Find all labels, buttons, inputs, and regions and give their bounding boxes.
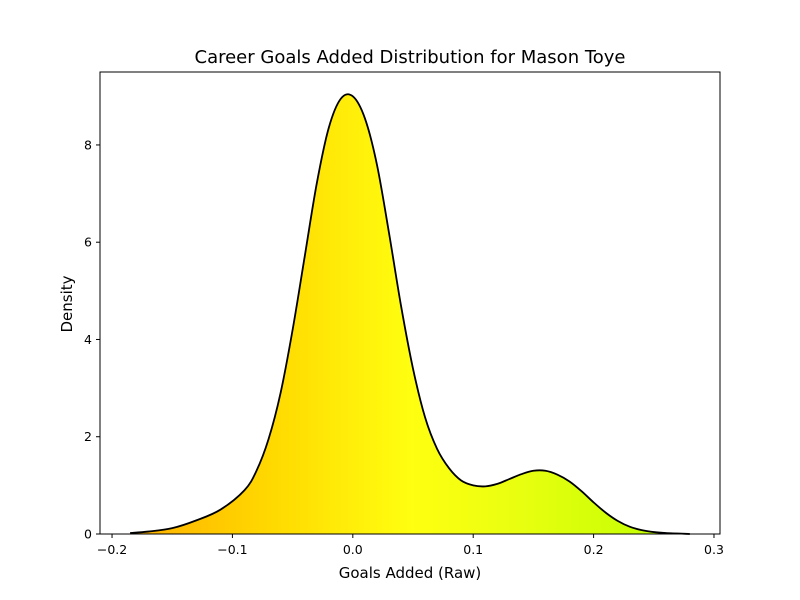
density-fill	[130, 94, 690, 534]
y-axis-label: Density	[58, 275, 76, 332]
x-tick-label: 0.1	[463, 542, 483, 557]
y-tick-label: 0	[84, 527, 92, 542]
x-tick-label: −0.1	[217, 542, 247, 557]
y-axis: 0 2 4 6 8	[84, 137, 100, 542]
chart-title: Career Goals Added Distribution for Maso…	[195, 47, 626, 68]
x-axis: −0.2 −0.1 0.0 0.1 0.2 0.3	[97, 534, 724, 557]
x-tick-label: 0.0	[343, 542, 363, 557]
y-tick-label: 4	[84, 332, 92, 347]
y-tick-label: 2	[84, 429, 92, 444]
plot-area	[99, 71, 721, 535]
y-tick-label: 6	[84, 235, 92, 250]
y-tick-label: 8	[84, 137, 92, 152]
x-tick-label: −0.2	[97, 542, 127, 557]
density-line	[130, 93, 690, 535]
x-tick-label: 0.2	[584, 542, 604, 557]
x-tick-label: 0.3	[704, 542, 724, 557]
plot-frame	[99, 71, 721, 535]
x-axis-label: Goals Added (Raw)	[339, 564, 482, 582]
